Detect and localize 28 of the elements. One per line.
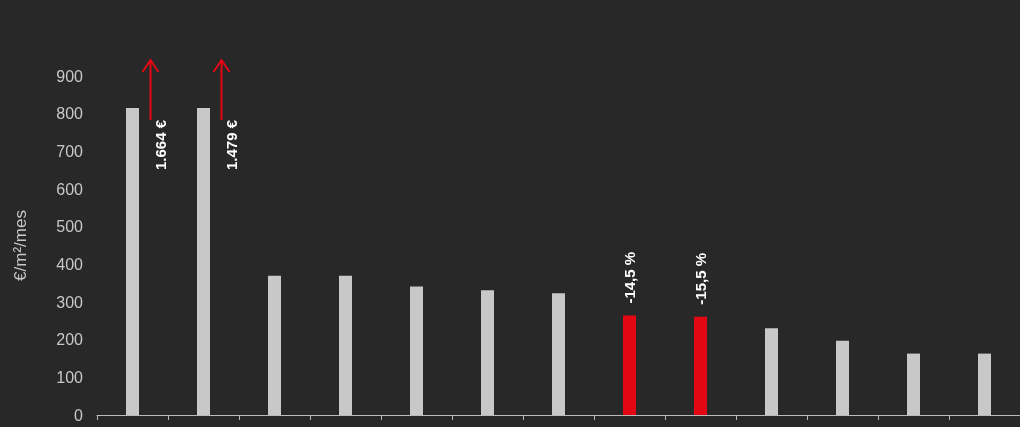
y-tick-label: 700 [56,142,84,160]
y-tick-label: 400 [56,255,84,273]
y-tick-label: 500 [56,218,84,236]
bar [907,353,920,415]
y-tick-label: 100 [56,368,84,386]
annotation: 1.479 € [223,119,240,171]
bar [694,316,707,415]
annotation: -14,5 % [621,251,638,304]
y-tick-label: 200 [56,331,84,349]
bar [339,275,352,415]
bar [978,353,991,415]
y-tick-label: 0 [74,406,84,424]
bar [197,108,210,415]
y-tick-label: 900 [56,67,84,85]
bar [836,340,849,415]
bar [481,290,494,415]
bar [552,293,565,415]
bar [623,315,636,415]
bar [410,286,423,415]
annotation: 1.664 € [152,119,169,171]
bar [126,108,139,415]
y-tick-label: 300 [56,293,84,311]
y-tick-label: 800 [56,105,84,123]
bar [268,275,281,415]
annotation: -15,5 % [692,252,709,305]
y-tick-label: 600 [56,180,84,198]
bar [765,328,778,415]
y-axis-title: €/m²/mes [11,210,30,281]
